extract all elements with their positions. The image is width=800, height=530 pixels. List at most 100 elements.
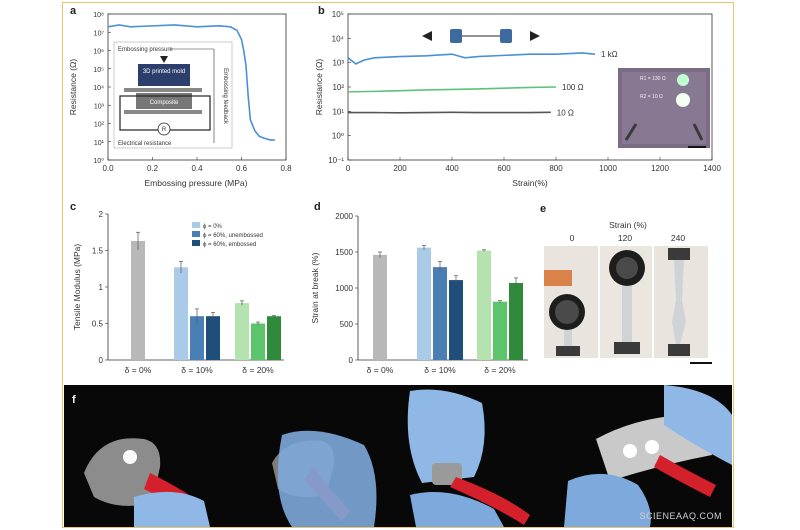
scale-bar: [688, 146, 706, 148]
inset-label-composite: Composite: [150, 100, 179, 106]
panel-d-bar: [449, 280, 463, 360]
panel-b-series-label: 100 Ω: [562, 83, 584, 92]
legend-swatch-0: [192, 222, 200, 228]
legend-label-1: ϕ = 60%, unembossed: [203, 233, 263, 239]
panel-e-photos: Strain (%) 0 120 240: [544, 220, 712, 364]
photo-scene-4: [564, 385, 732, 527]
panel-f-photos: f: [72, 385, 732, 527]
legend-swatch-2: [192, 240, 200, 246]
clip-right: [692, 123, 704, 141]
panel-d-ytick-label: 1000: [335, 284, 353, 293]
led-r1-icon: [677, 74, 689, 86]
legend-label-2: ϕ = 60%, embossed: [203, 242, 256, 248]
scene-4-led-2: [645, 440, 659, 454]
strain-photo-1: [600, 246, 652, 358]
panel-b-ytick-label: 10⁵: [332, 10, 344, 19]
panel-a-ytick-label: 10⁶: [93, 49, 104, 56]
panel-letter-f: f: [72, 394, 76, 406]
inset-label-r: R: [162, 127, 167, 133]
panel-d-bar: [417, 247, 431, 360]
photo-0-clamp: [556, 346, 580, 356]
resistor-icon: [157, 122, 171, 136]
panel-b-xtick-label: 1000: [599, 164, 617, 173]
panel-d-group-label: δ = 0%: [367, 365, 394, 375]
panel-e-strain-2: 240: [671, 233, 685, 243]
watermark: SCIENEAAQ.COM: [639, 511, 722, 521]
panel-letter-d: d: [314, 201, 321, 213]
inset-label-r1: R1 = 130 Ω: [640, 76, 666, 82]
panel-a-inset-schematic: Embossing pressure 3D printed mold Compo…: [113, 41, 233, 149]
panel-d-group-label: δ = 10%: [424, 365, 456, 375]
panel-a-ylabel: Resistance (Ω): [68, 59, 78, 116]
photo-1-sample: [622, 286, 632, 342]
panel-b-xlabel: Strain(%): [512, 178, 548, 188]
panel-a-ytick-label: 10⁰: [93, 157, 104, 165]
panel-c-group-label: δ = 20%: [242, 365, 274, 375]
panel-a-ytick-label: 10²: [94, 122, 105, 129]
panel-b-xtick-label: 200: [393, 164, 407, 173]
panel-a-ytick-label: 10⁷: [94, 30, 105, 37]
panel-b-ytick-label: 10⁻¹: [328, 156, 344, 165]
panel-f-photo-strip: f SCIENEAAQ.COM: [64, 385, 732, 527]
panel-c-bar: [267, 316, 281, 360]
panel-b-xtick-label: 600: [497, 164, 511, 173]
panel-c-ytick-label: 0: [99, 356, 104, 365]
inset-composite-block: [136, 93, 192, 109]
panel-a-xtick-label: 0.4: [191, 164, 203, 173]
panel-a-xlabel: Embossing pressure (MPa): [145, 178, 248, 188]
panel-b-ylabel: Resistance (Ω): [314, 59, 324, 116]
inset-mold-block: [138, 64, 190, 86]
panel-a-xtick-label: 0.6: [236, 164, 248, 173]
panel-c-ytick-label: 1.5: [92, 247, 104, 256]
inset-photo-board: [622, 72, 706, 144]
panel-d-ylabel: Strain at break (%): [310, 252, 320, 323]
photo-scene-1: [84, 438, 210, 527]
scene-4-led-1: [623, 444, 637, 458]
photo-1-ring-inner: [616, 257, 638, 279]
inset-label-mold: 3D printed mold: [143, 69, 185, 75]
panel-e-strain-0: 0: [570, 233, 575, 243]
panel-c-bar: [251, 323, 265, 360]
panel-b-series-label: 1 kΩ: [601, 50, 618, 59]
panel-b-xtick-label: 400: [445, 164, 459, 173]
panel-d-bar: [477, 250, 491, 360]
photo-2-sample: [672, 260, 686, 344]
scene-3-glove-top: [407, 389, 485, 483]
photo-0-sample: [564, 330, 572, 348]
panel-b-xtick-label: 1400: [703, 164, 721, 173]
inset-label-embossing-pressure: Embossing pressure: [118, 47, 173, 53]
scene-4-cable: [654, 455, 716, 497]
photo-scene-3: [407, 389, 530, 527]
panel-letter-c: c: [70, 201, 76, 213]
panel-b-ytick-label: 10²: [332, 83, 344, 92]
panel-a-ytick-label: 10⁸: [93, 12, 104, 19]
legend-label-0: ϕ = 0%: [203, 224, 223, 230]
panel-letter-a: a: [70, 5, 77, 17]
scene-3-cable: [450, 477, 530, 525]
panel-a-xtick-label: 0.8: [280, 164, 292, 173]
panel-b-ytick-label: 10¹: [332, 107, 344, 116]
photo-2-clamp-top: [668, 248, 690, 260]
panel-d-ytick-label: 2000: [335, 212, 353, 221]
panel-d-bar: [493, 301, 507, 360]
panel-c-legend: ϕ = 0% ϕ = 60%, unembossed ϕ = 60%, embo…: [192, 222, 263, 248]
panel-letter-e: e: [540, 203, 546, 215]
strain-photo-0: [544, 246, 598, 358]
panel-b-xtick-label: 800: [549, 164, 563, 173]
panel-a-ytick-label: 10⁴: [93, 85, 104, 92]
panel-b-xtick-label: 1200: [651, 164, 669, 173]
panel-e-scale-bar: [690, 362, 712, 364]
scene-3-glove-bottom: [410, 492, 504, 527]
panel-d-group-label: δ = 20%: [484, 365, 516, 375]
panel-b-series-label: 10 Ω: [557, 108, 574, 117]
photo-2-clamp-bottom: [668, 344, 690, 356]
panel-a-chart: 10⁰ 10¹ 10² 10³ 10⁴ 10⁵ 10⁶ 10⁷ 10⁸ 0.0 0.2 0.4 0.6…: [68, 12, 292, 188]
photo-0-hand: [544, 270, 572, 286]
panel-d-bar: [509, 282, 523, 360]
panel-b-inset-photo: R1 = 130 Ω R2 = 10 Ω: [618, 68, 710, 148]
panel-b-ytick-label: 10⁰: [332, 132, 344, 141]
panel-e-title: Strain (%): [609, 220, 647, 230]
panel-c-ytick-label: 1: [99, 283, 104, 292]
sample-end-left: [450, 29, 462, 43]
